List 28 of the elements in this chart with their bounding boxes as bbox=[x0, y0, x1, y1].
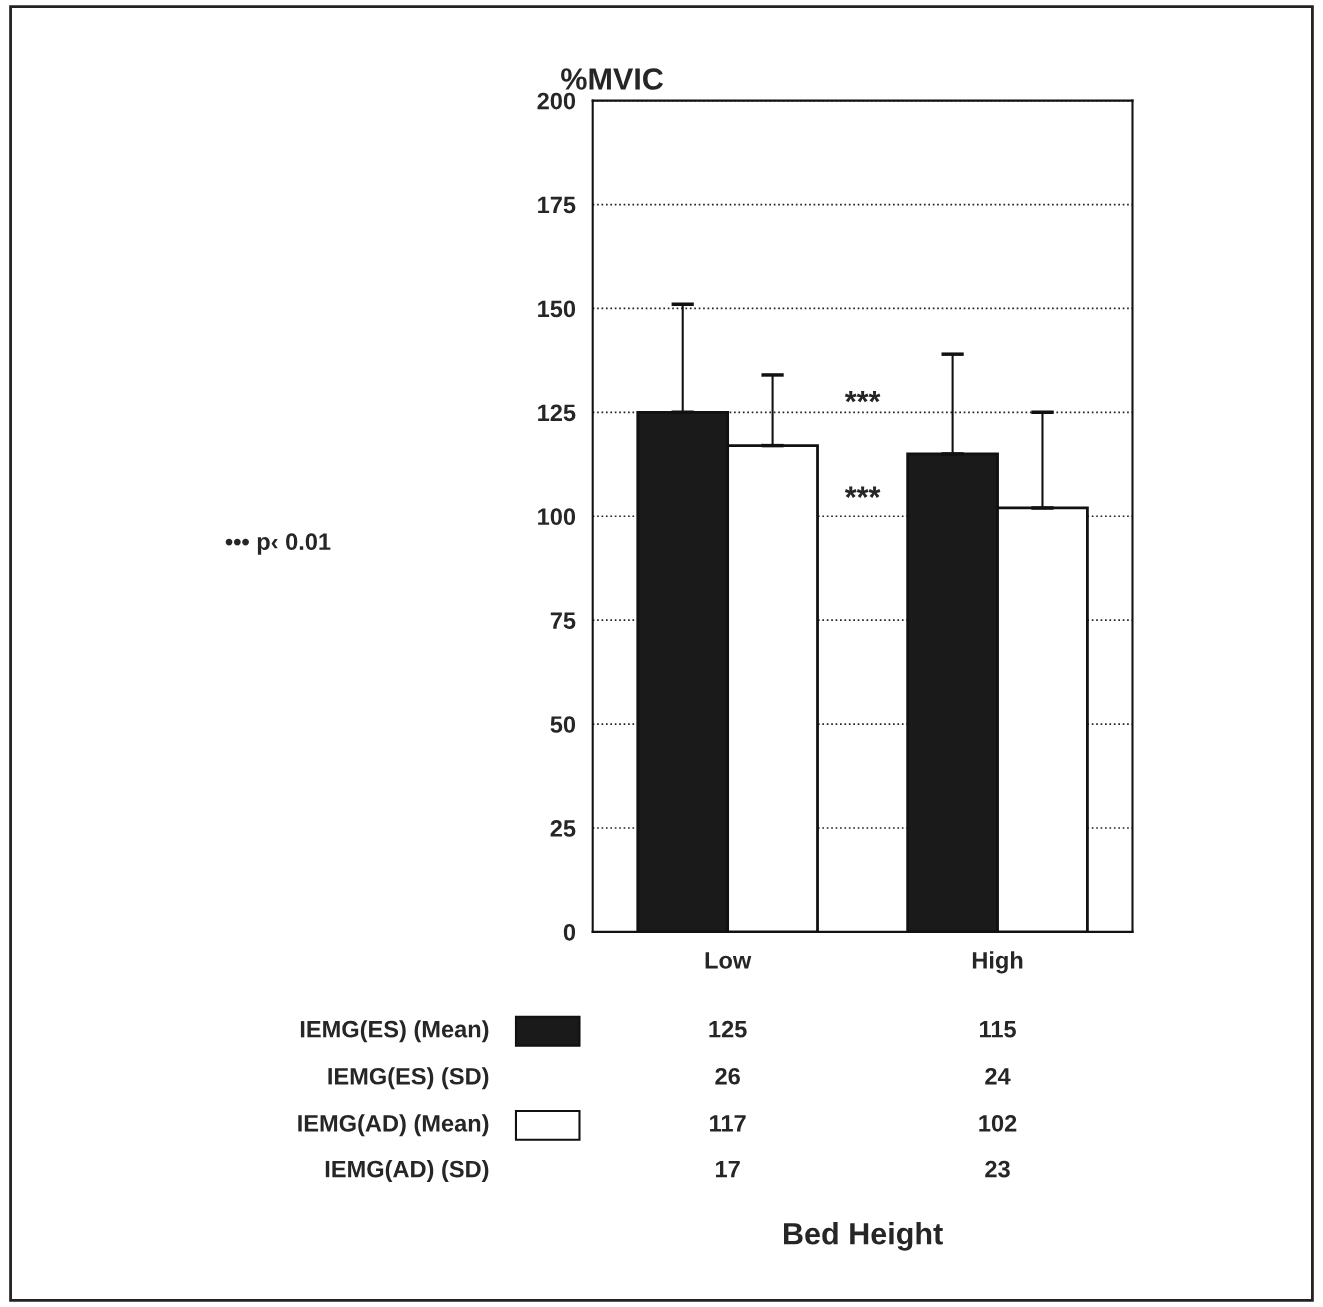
y-tick-label: 200 bbox=[537, 92, 576, 110]
legend-label: IEMG(ES) (Mean) bbox=[300, 1020, 489, 1043]
text: 26 bbox=[715, 1067, 740, 1085]
text: IEMG(AD) (SD) bbox=[325, 1160, 489, 1183]
y-tick-label: 125 bbox=[538, 404, 576, 422]
annotation: *** bbox=[844, 390, 881, 403]
data-label: 117 bbox=[710, 1115, 746, 1132]
data-label: 125 bbox=[709, 1020, 747, 1038]
y-tick-label: 25 bbox=[550, 820, 576, 837]
y-tick-label: 150 bbox=[538, 300, 576, 318]
y-axis-title: %MVIC bbox=[561, 68, 664, 90]
text: 23 bbox=[985, 1160, 1010, 1178]
legend-label: IEMG(AD) (Mean) bbox=[298, 1114, 489, 1137]
text: 24 bbox=[985, 1067, 1011, 1085]
y-tick-label: 75 bbox=[550, 612, 576, 629]
text: 17 bbox=[716, 1160, 740, 1178]
x-tick-label: High bbox=[972, 951, 1023, 974]
y-tick-label: 0 bbox=[563, 923, 576, 941]
y-tick-label: 50 bbox=[550, 716, 576, 733]
data-label: 115 bbox=[979, 1021, 1016, 1038]
annotation: *** bbox=[844, 486, 881, 498]
text: ••• p‹ 0.01 bbox=[225, 533, 331, 555]
text: Bed Height bbox=[784, 1222, 943, 1251]
x-tick-label: Low bbox=[705, 952, 752, 969]
text: IEMG(ES) (SD) bbox=[328, 1067, 489, 1090]
y-tick-label: 175 bbox=[538, 196, 576, 214]
data-label: 102 bbox=[979, 1114, 1017, 1132]
y-tick-label: 100 bbox=[538, 508, 576, 526]
